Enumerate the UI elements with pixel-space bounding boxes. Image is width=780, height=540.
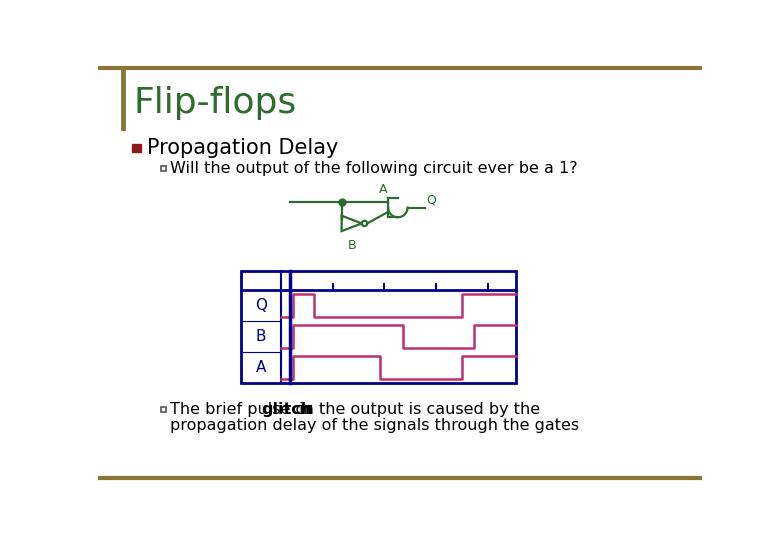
Text: Will the output of the following circuit ever be a 1?: Will the output of the following circuit…	[170, 161, 578, 176]
Bar	[241, 271, 516, 383]
Text: propagation delay of the signals through the gates: propagation delay of the signals through…	[170, 417, 580, 433]
Text: Flip-flops: Flip-flops	[133, 86, 296, 120]
Text: B: B	[347, 239, 356, 252]
Text: B: B	[256, 329, 266, 344]
Text: glitch: glitch	[261, 402, 313, 417]
Text: Q: Q	[426, 193, 436, 206]
Text: in the output is caused by the: in the output is caused by the	[294, 402, 541, 417]
Bar	[161, 166, 166, 171]
Text: A: A	[378, 183, 387, 195]
Bar	[133, 144, 141, 152]
Bar	[161, 407, 166, 413]
Text: A: A	[256, 360, 266, 375]
Text: Propagation Delay: Propagation Delay	[147, 138, 339, 158]
Text: The brief pulse or: The brief pulse or	[170, 402, 317, 417]
Text: Q: Q	[255, 298, 267, 313]
